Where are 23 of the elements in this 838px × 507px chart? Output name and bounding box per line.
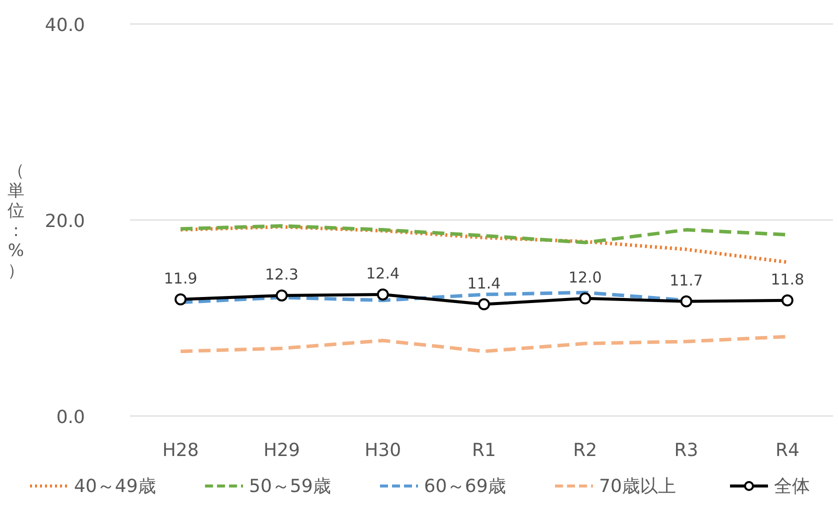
- legend-label: 40～49歳: [74, 476, 156, 497]
- legend-label: 50～59歳: [249, 476, 331, 497]
- data-label: 11.9: [164, 269, 198, 288]
- data-label: 11.8: [770, 270, 804, 288]
- y-tick-label: 40.0: [44, 15, 85, 36]
- data-label: 11.7: [670, 271, 703, 290]
- data-label: 11.4: [467, 274, 501, 292]
- legend-label: 70歳以上: [599, 476, 676, 497]
- x-tick-label: R1: [472, 440, 496, 461]
- x-tick-label: R4: [775, 440, 800, 461]
- x-tick-label: H30: [364, 440, 402, 461]
- x-tick-label: H28: [162, 440, 199, 461]
- data-label: 12.0: [568, 268, 602, 286]
- y-axis-title: （単位：%）: [8, 161, 24, 281]
- y-tick-label: 0.0: [56, 407, 85, 428]
- x-tick-label: R2: [573, 440, 598, 461]
- legend-label: 全体: [774, 476, 810, 497]
- data-label: 12.3: [265, 265, 298, 284]
- x-tick-label: H29: [263, 440, 300, 461]
- y-tick-label: 20.0: [44, 211, 85, 232]
- x-tick-label: R3: [674, 440, 698, 461]
- legend-label: 60～69歳: [424, 476, 506, 497]
- data-label: 12.4: [366, 264, 400, 282]
